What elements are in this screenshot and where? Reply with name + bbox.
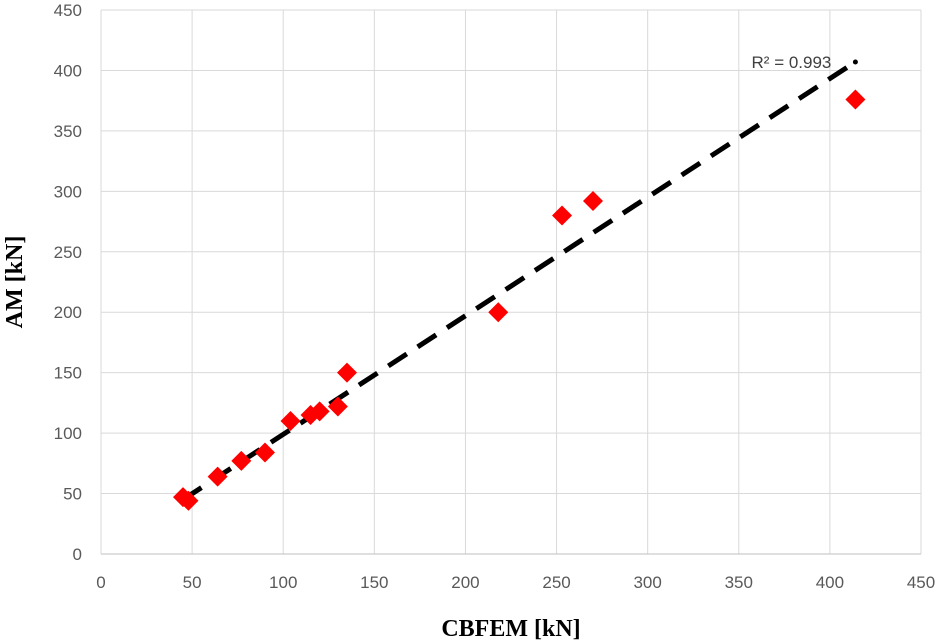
y-axis-title: AM [kN] — [2, 236, 28, 329]
data-point-diamond — [845, 89, 866, 110]
y-tick-label: 250 — [54, 243, 82, 262]
trendline-dashed — [181, 59, 857, 502]
y-tick-label: 300 — [54, 182, 82, 201]
data-point-diamond — [255, 442, 275, 463]
y-tick-label: 350 — [54, 122, 82, 141]
grid — [101, 9, 922, 554]
data-point-diamond — [309, 401, 330, 422]
data-point-diamond — [178, 490, 199, 511]
x-tick-label: 0 — [96, 573, 105, 592]
y-tick-label: 450 — [54, 1, 82, 20]
data-point-diamond — [488, 302, 509, 323]
data-point-diamond — [583, 191, 603, 212]
x-tick-label: 250 — [542, 573, 570, 592]
x-tick-label: 200 — [451, 573, 479, 592]
x-tick-label: 150 — [360, 573, 388, 592]
y-tick-label: 200 — [54, 303, 82, 322]
y-tick-label: 50 — [63, 485, 82, 504]
data-points — [173, 89, 866, 511]
x-tick-label: 50 — [183, 573, 202, 592]
x-tick-label: 300 — [633, 573, 661, 592]
axes — [100, 10, 921, 555]
data-point-diamond — [337, 362, 357, 383]
tick-labels: 0 50 100 150 200 250 300 350 400 450 0 50 100 150 200 2… — [54, 1, 936, 592]
trendline — [181, 59, 858, 502]
x-tick-label: 100 — [269, 573, 297, 592]
x-axis-title: CBFEM [kN] — [441, 616, 580, 642]
data-point-diamond — [552, 205, 573, 226]
data-point-diamond — [207, 466, 228, 487]
data-point-diamond — [280, 411, 301, 432]
x-tick-label: 450 — [907, 573, 935, 592]
y-tick-label: 0 — [73, 545, 82, 564]
y-tick-label: 100 — [54, 424, 82, 443]
data-point-diamond — [327, 396, 348, 417]
x-tick-label: 350 — [725, 573, 753, 592]
x-tick-label: 400 — [816, 573, 844, 592]
y-tick-label: 400 — [54, 61, 82, 80]
r-squared-annotation: R² = 0.993 — [752, 53, 832, 72]
y-tick-label: 150 — [54, 364, 82, 383]
trendline-end-dot — [852, 59, 858, 65]
data-point-diamond — [231, 450, 252, 471]
